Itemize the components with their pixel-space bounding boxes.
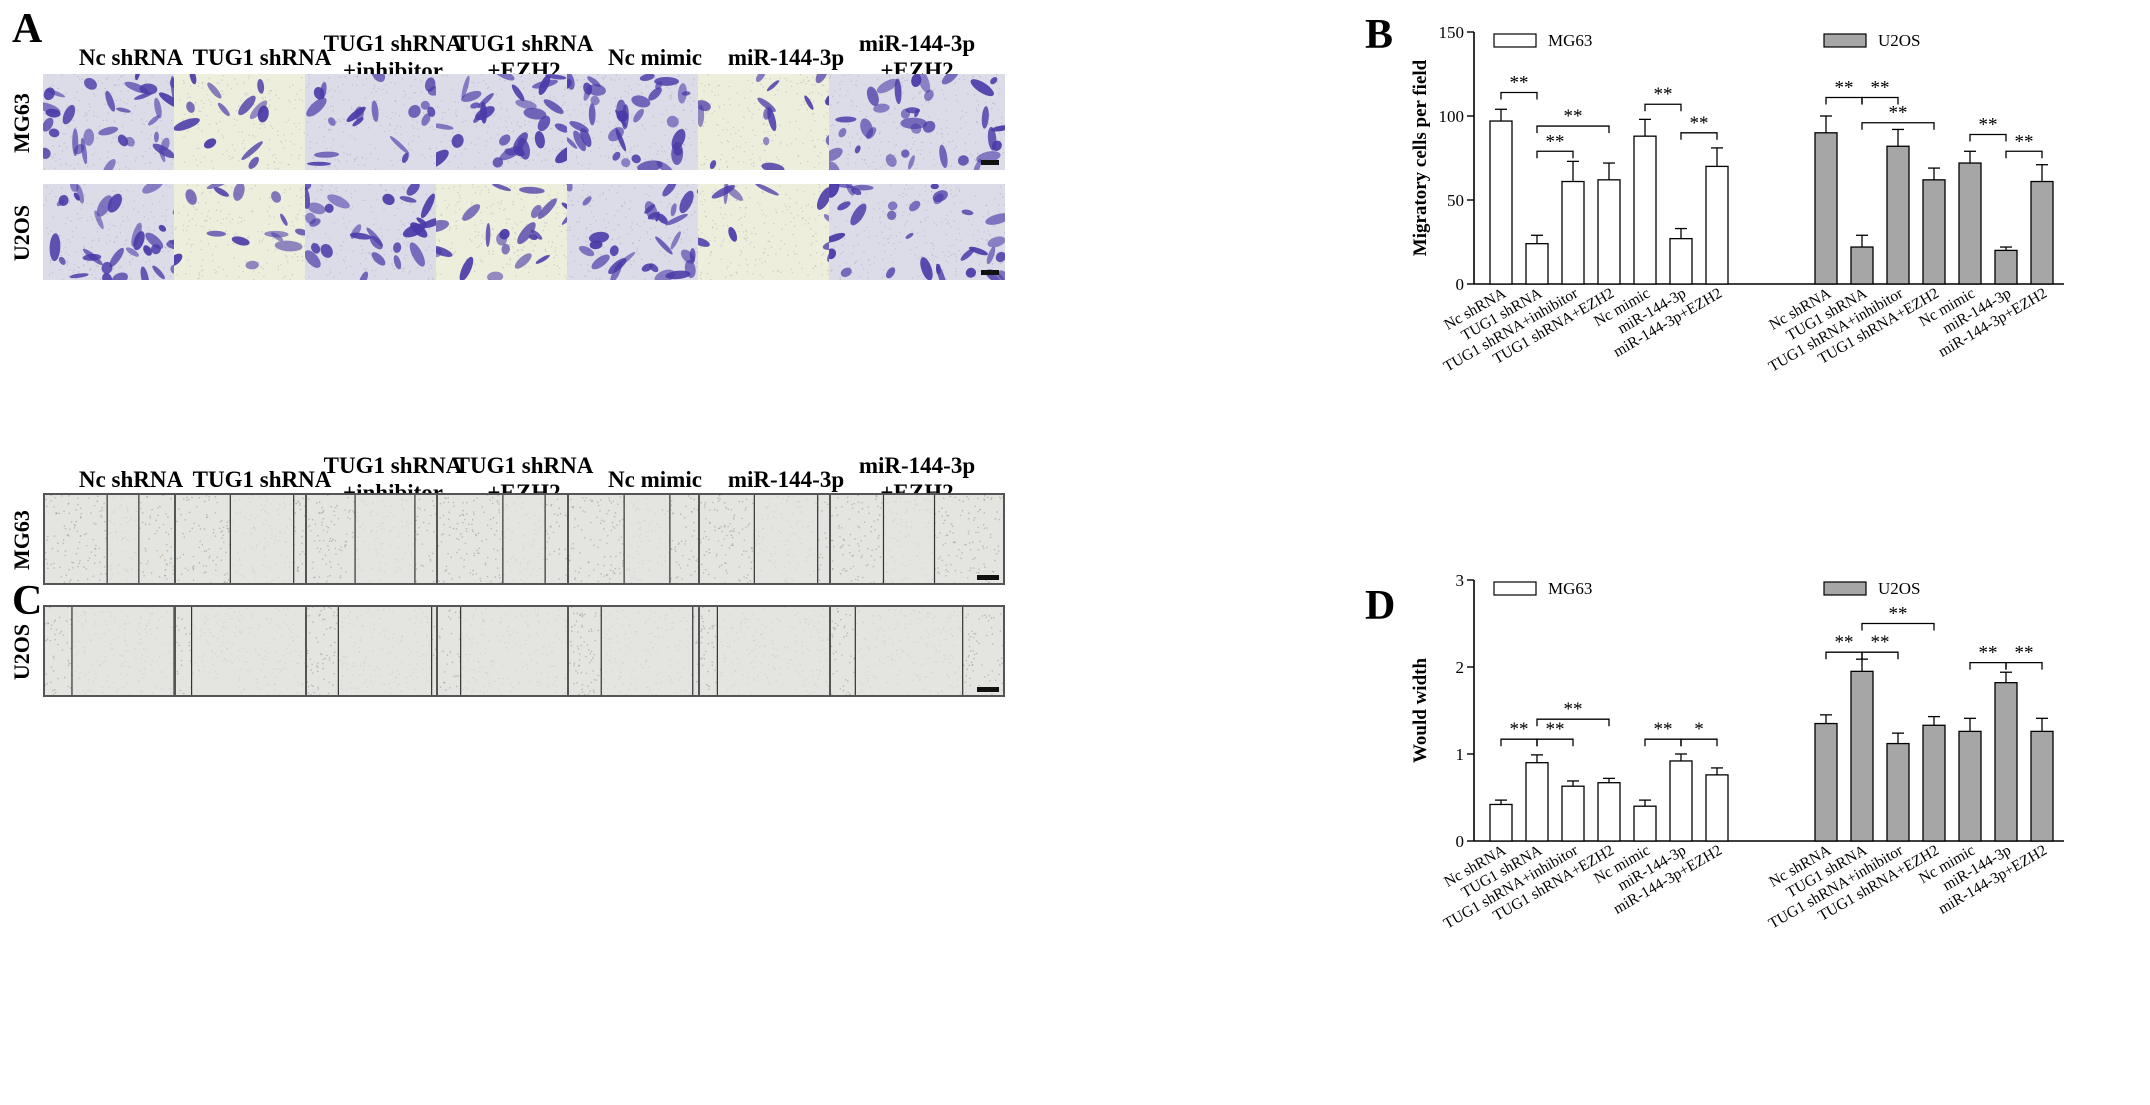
column-header-line: miR-144-3p [828,30,1006,57]
significance-label: ** [1979,643,1998,664]
wound-micrograph [829,493,1005,585]
scale-bar [981,270,999,275]
bar [1526,763,1548,841]
significance-bracket [1970,134,2006,141]
bar [1887,146,1909,284]
bar [1887,744,1909,841]
transwell-row-label: U2OS [9,163,35,303]
legend-label: MG63 [1548,31,1592,50]
bar [1706,775,1728,841]
significance-label: ** [1690,113,1709,134]
bar [1490,804,1512,841]
bar [1851,671,1873,841]
significance-label: ** [1889,103,1908,124]
significance-bracket [1501,739,1537,746]
significance-bracket [1862,624,1934,631]
significance-label: ** [1835,78,1854,99]
y-tick-label: 0 [1456,275,1465,294]
bar [1598,180,1620,284]
significance-bracket [1826,98,1862,105]
significance-label: ** [1564,106,1583,127]
significance-label: ** [1546,719,1565,740]
significance-label: ** [1654,719,1673,740]
y-tick-label: 50 [1447,191,1464,210]
wound-micrograph [829,605,1005,697]
significance-bracket [1681,133,1717,140]
legend-swatch [1494,582,1536,595]
y-tick-label: 0 [1456,832,1465,851]
significance-label: ** [1564,699,1583,720]
significance-bracket [1537,151,1573,158]
migration-bar-chart: 0 50 100 150 Migratory cells per field MG63 U2… [1360,0,2150,525]
legend-swatch [1824,34,1866,47]
y-tick-label: 3 [1456,571,1465,590]
bar [1815,133,1837,284]
significance-label: ** [1871,78,1890,99]
bar [1598,783,1620,841]
scale-bar [981,160,999,165]
panel-label-a: A [12,8,42,50]
bar [1670,761,1692,841]
significance-label: ** [1510,719,1529,740]
bar [1634,136,1656,284]
bar [1995,250,2017,284]
significance-bracket [1970,663,2006,670]
bar [1562,182,1584,284]
legend-label: MG63 [1548,579,1592,598]
transwell-micrograph [829,74,1005,170]
y-axis-title: Would width [1410,658,1431,764]
significance-label: ** [1510,72,1529,93]
significance-label: ** [1889,604,1908,625]
scale-bar [977,575,999,580]
bar [1923,180,1945,284]
bar [1959,163,1981,284]
significance-label: ** [2015,643,2034,664]
bar [2031,731,2053,841]
bar [1490,121,1512,284]
bar [1959,731,1981,841]
significance-label: * [1694,719,1704,740]
significance-bracket [1681,739,1717,746]
significance-bracket [1645,104,1681,111]
significance-bracket [1862,652,1898,659]
y-axis-title: Migratory cells per field [1410,59,1431,256]
bar [1634,806,1656,841]
bar [1706,166,1728,284]
y-tick-label: 150 [1439,23,1465,42]
legend-swatch [1494,34,1536,47]
significance-bracket [1826,652,1862,659]
significance-bracket [2006,663,2042,670]
bar [1923,725,1945,841]
significance-label: ** [1654,84,1673,105]
significance-bracket [1501,92,1537,99]
legend-label: U2OS [1878,579,1921,598]
legend-swatch [1824,582,1866,595]
y-tick-label: 2 [1456,658,1465,677]
bar [1815,724,1837,841]
bar [1995,683,2017,841]
scale-bar [977,687,999,692]
significance-label: ** [1979,114,1998,135]
significance-bracket [2006,151,2042,158]
bar [1851,247,1873,284]
bar [1526,244,1548,284]
legend-label: U2OS [1878,31,1921,50]
significance-bracket [1537,739,1573,746]
significance-label: ** [1546,131,1565,152]
significance-label: ** [1871,632,1890,653]
significance-bracket [1862,123,1934,130]
significance-label: ** [2015,131,2034,152]
significance-label: ** [1835,632,1854,653]
y-tick-label: 100 [1439,107,1465,126]
column-header-line: miR-144-3p [828,452,1006,479]
bar [1562,786,1584,841]
significance-bracket [1645,739,1681,746]
bar [1670,239,1692,284]
bar [2031,182,2053,284]
transwell-micrograph [829,184,1005,280]
wound-row-label: U2OS [9,582,35,722]
y-tick-label: 1 [1456,745,1465,764]
